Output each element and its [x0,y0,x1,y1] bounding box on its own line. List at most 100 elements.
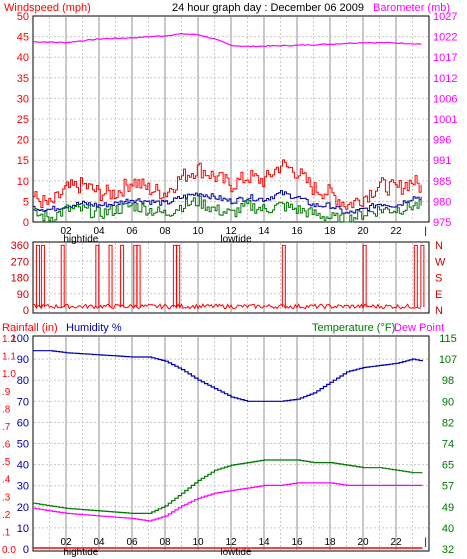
compass-label: W [435,256,446,268]
humidity-tick-label: 50 [17,439,29,451]
humidity-tick-label: 0 [23,544,29,556]
graph-title: 24 hour graph day : December 06 2009 [172,2,364,14]
hour-tick-label: 08 [159,537,171,548]
wind-tick-label: 10 [17,176,29,188]
wind-panel-ticks: 0 5 10 15 20 25 30 35 40 45 50 975 980 985 991 996 1001 1… [17,11,458,245]
barometer-tick-label: 975 [433,217,451,229]
hour-tick-label: 10 [192,226,204,237]
direction-wrap-spike [40,244,45,308]
wind-tick-label: 0 [23,217,29,229]
temperature-tick-label: 90 [442,396,454,408]
humidity-tick-label: 30 [17,481,29,493]
hour-tick-label: 04 [93,537,105,548]
series-line-wind-gust [33,159,422,210]
tide-label: lowtide [220,234,252,245]
hour-tick-label: 16 [291,537,303,548]
hour-tick-label: 12 [225,537,237,548]
rainfall-tick-label: .3 [2,492,11,503]
hour-tick-label: 06 [126,226,138,237]
wind-tick-label: 20 [17,135,29,147]
direction-wrap-spike [420,244,425,308]
rainfall-tick-label: .8 [2,404,11,415]
humidity-tick-label: 20 [17,502,29,514]
direction-wrap-spike [281,244,286,308]
barometer-tick-label: 1001 [433,114,457,126]
direction-wrap-spike [136,244,141,308]
direction-wrap-spike [35,244,40,308]
temperature-tick-label: 74 [442,439,454,451]
wind-tick-label: 40 [17,52,29,64]
wind-tick-label: 50 [17,11,29,23]
rainfall-tick-label: .9 [2,387,11,398]
hour-tick-label: 14 [258,226,270,237]
wind-panel-series [32,32,422,223]
rainfall-tick-label: .7 [2,422,11,433]
hour-tick-label: 10 [192,537,204,548]
barometer-tick-label: 1006 [433,93,457,105]
rainfall-axis-label: Rainfall (in) [2,322,58,334]
tide-label: hightide [63,234,98,245]
tide-label: lowtide [220,547,252,558]
windspeed-axis-label: Windspeed (mph) [4,2,91,14]
barometer-tick-label: 980 [433,196,451,208]
hour-tick-end: | [424,537,427,548]
humidity-panel-ticks: 0 10 20 30 40 50 60 70 80 90 100 0.0 .1 .2 .3 .4 .5 .6 .7.… [2,333,457,558]
barometer-tick-label: 985 [433,176,451,188]
wind-panel-grid [34,17,428,221]
wind-tick-label: 30 [17,93,29,105]
rainfall-tick-label: .4 [2,475,11,486]
direction-wrap-spike [60,244,65,308]
temperature-tick-label: 115 [439,333,457,345]
direction-tick-label: 270 [11,256,29,268]
temperature-tick-label: 107 [439,354,457,366]
rainfall-tick-label: 1.2 [2,334,16,345]
tide-label: hightide [63,547,98,558]
hour-tick-label: 02 [60,537,72,548]
wind-tick-label: 25 [17,114,29,126]
humidity-tick-label: 90 [17,354,29,366]
humidity-tick-label: 70 [17,396,29,408]
hour-tick-label: 04 [93,226,105,237]
series-line-humidity [33,350,423,402]
hour-tick-end: | [424,226,427,237]
humidity-panel-series [33,350,423,549]
humidity-tick-label: 60 [17,417,29,429]
series-line-dewpoint [33,482,423,522]
humidity-tick-label: 100 [11,333,29,345]
humidity-tick-label: 10 [17,523,29,535]
barometer-tick-label: 991 [433,155,451,167]
humidity-tick-label: 80 [17,375,29,387]
hour-tick-label: 02 [60,226,72,237]
hour-tick-label: 06 [126,537,138,548]
barometer-tick-label: 1012 [433,73,457,85]
series-line-temperature [33,459,423,514]
wind-tick-label: 5 [23,196,29,208]
dewpoint-axis-label: Dew Point [394,322,444,334]
humidity-panel-grid [34,337,428,550]
humidity-axis-label: Humidity % [66,322,122,334]
hour-tick-label: 18 [324,537,336,548]
hour-tick-label: 22 [390,537,402,548]
rainfall-tick-label: .2 [2,510,11,521]
direction-wrap-spike [120,244,125,308]
hour-tick-label: 08 [159,226,171,237]
direction-tick-label: 0 [23,305,29,317]
hour-tick-label: 14 [258,537,270,548]
series-line-wind-direction [32,303,421,310]
series-line-wind-avg [33,190,422,214]
direction-panel-grid [34,243,428,312]
temperature-tick-label: 65 [442,460,454,472]
barometer-tick-label: 1022 [433,32,457,44]
hour-tick-label: 22 [390,226,402,237]
series-line-barometer [32,32,422,48]
hour-tick-label: 16 [291,226,303,237]
rainfall-tick-label: 1.0 [2,369,16,380]
barometer-tick-label: 1027 [433,11,457,23]
direction-tick-label: 90 [17,289,29,301]
barometer-axis-label: Barometer (mb) [373,2,450,14]
temperature-tick-label: 32 [442,544,454,556]
humidity-tick-label: 40 [17,460,29,472]
compass-label: E [435,289,442,301]
rainfall-tick-label: 1.1 [2,352,16,363]
